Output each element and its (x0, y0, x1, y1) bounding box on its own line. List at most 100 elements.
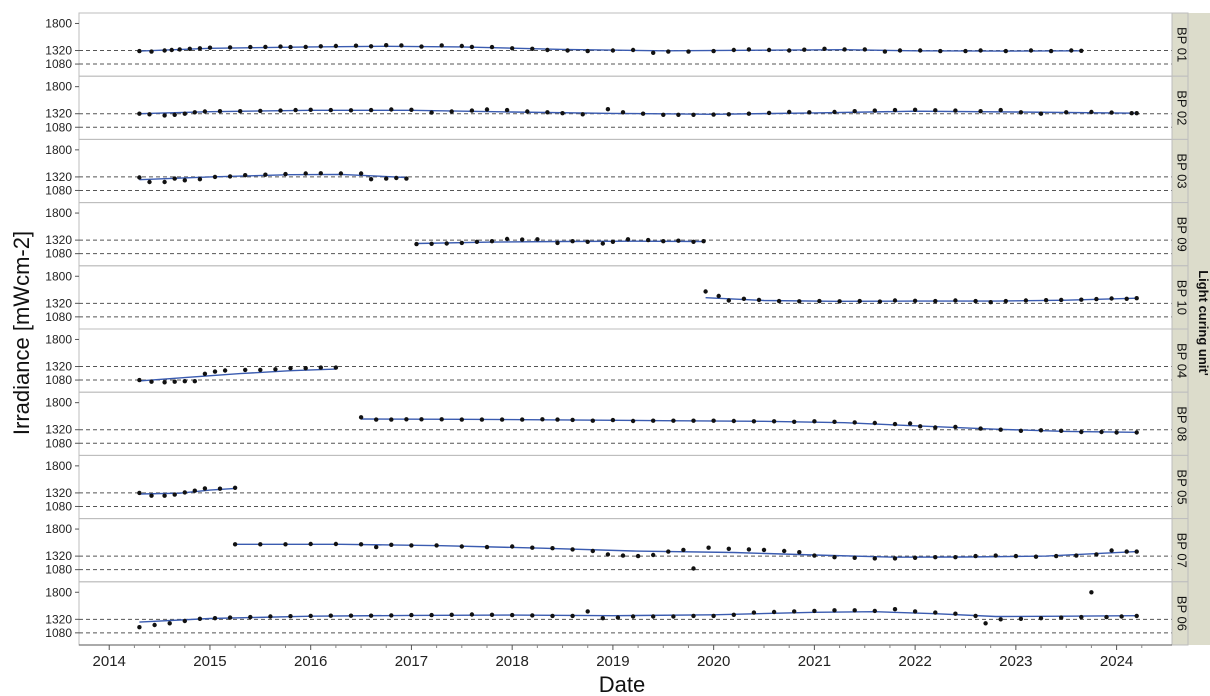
data-point (374, 417, 379, 422)
data-point (892, 556, 898, 561)
x-axis: 2014 2015 2016 2017 2018 2019 2020 2021 2022 2023… (79, 644, 1172, 670)
data-point (222, 368, 228, 373)
data-point (646, 237, 651, 243)
data-point (1059, 615, 1064, 620)
data-point (812, 553, 817, 558)
data-point (489, 239, 495, 244)
data-point (530, 545, 535, 550)
data-point (703, 289, 708, 294)
data-point (797, 299, 802, 304)
data-point (787, 48, 792, 53)
data-point (192, 488, 197, 493)
data-point (434, 543, 439, 548)
data-point (172, 492, 177, 497)
data-point (328, 107, 333, 113)
data-point (212, 369, 218, 374)
data-point (988, 300, 993, 305)
x-axis-title: Date (599, 672, 645, 696)
x-tick-label: 2022 (898, 653, 931, 670)
data-point (137, 377, 142, 383)
data-point (510, 612, 515, 618)
data-point (1069, 48, 1074, 53)
data-point (1064, 110, 1069, 115)
data-point (303, 44, 308, 50)
data-point (691, 566, 696, 571)
data-point (1038, 111, 1044, 116)
data-point (399, 43, 404, 48)
data-point (872, 420, 877, 426)
data-point (479, 417, 485, 422)
panel-frame (78, 454, 1173, 520)
data-point (651, 552, 656, 558)
y-tick-label: 1080 (45, 499, 72, 513)
data-point (484, 107, 490, 112)
data-point (530, 613, 535, 618)
fit-line (139, 109, 1137, 116)
data-point (711, 613, 716, 619)
y-axis-title: Irradiance [mWcm-2] (9, 231, 34, 435)
data-point (520, 237, 525, 242)
data-point (600, 241, 605, 246)
data-point (504, 107, 510, 113)
data-point (872, 556, 877, 561)
data-point (137, 490, 142, 496)
data-point (766, 47, 772, 53)
data-point (459, 417, 464, 422)
data-point (232, 485, 238, 490)
data-point (953, 298, 958, 303)
data-point (258, 367, 263, 373)
data-point (1018, 110, 1024, 115)
data-point (232, 542, 238, 547)
data-point (807, 110, 812, 115)
data-point (726, 112, 731, 117)
data-point (933, 425, 938, 430)
data-point (248, 614, 253, 620)
data-point (1134, 613, 1139, 619)
data-point (288, 44, 293, 50)
data-point (227, 615, 233, 620)
data-point (590, 418, 595, 423)
data-point (338, 171, 344, 176)
data-point (852, 420, 857, 425)
data-point (459, 544, 464, 549)
x-tick-label: 2020 (697, 653, 730, 670)
data-point (469, 612, 475, 617)
data-point (998, 427, 1003, 432)
data-point (882, 49, 888, 54)
data-point (852, 608, 857, 613)
data-point (520, 417, 525, 422)
data-point (585, 239, 590, 244)
data-point (172, 379, 177, 384)
data-point (137, 175, 142, 180)
data-point (897, 48, 903, 53)
data-point (635, 553, 641, 559)
data-point (419, 417, 424, 422)
data-point (149, 493, 154, 498)
data-point (333, 43, 339, 49)
data-point (459, 240, 464, 246)
data-point (1038, 616, 1044, 621)
data-point (746, 547, 752, 552)
data-point (328, 613, 333, 618)
data-point (1119, 614, 1124, 619)
data-point (358, 542, 364, 547)
data-point (585, 48, 590, 54)
data-point (570, 547, 575, 552)
data-point (484, 544, 490, 550)
y-tick-label: 1320 (45, 44, 72, 58)
data-point (535, 237, 540, 242)
data-point (167, 621, 172, 626)
y-tick-label: 1320 (45, 233, 72, 247)
data-point (550, 613, 555, 619)
data-point (892, 607, 898, 612)
data-point (746, 47, 752, 52)
data-point (489, 612, 495, 617)
y-tick-label: 1080 (45, 626, 72, 640)
data-point (918, 424, 923, 429)
data-point (489, 44, 495, 50)
data-point (197, 177, 203, 182)
